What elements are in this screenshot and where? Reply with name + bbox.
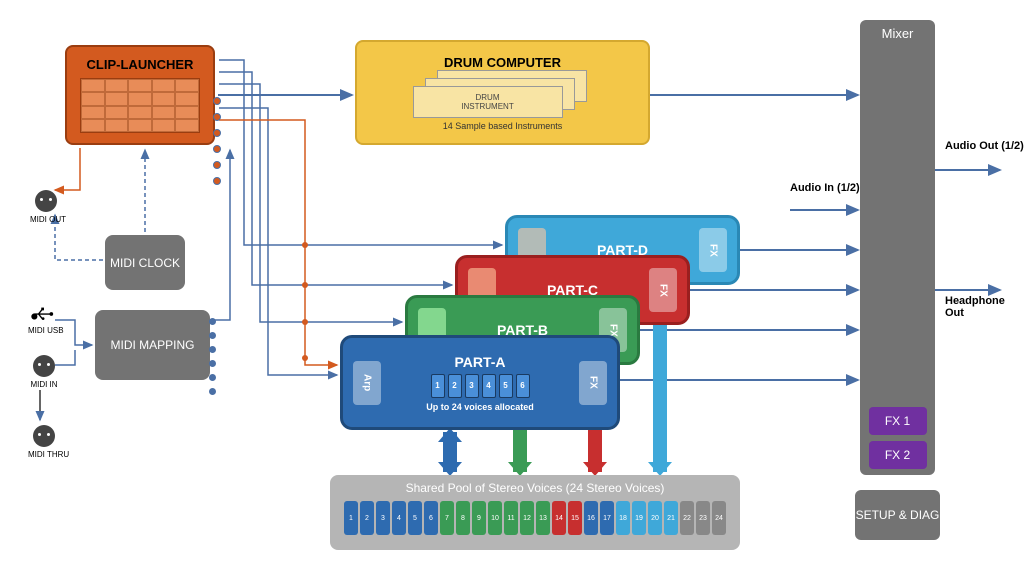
voice-cell: 5 — [408, 501, 422, 535]
fx-box: FX — [649, 268, 677, 312]
clip-launcher-block: CLIP-LAUNCHER — [65, 45, 215, 145]
midi-thru-port: MIDI THRU — [28, 425, 60, 459]
clip-grid — [80, 78, 200, 133]
mixer-title: Mixer — [882, 26, 914, 41]
audio-out-label: Audio Out (1/2) — [945, 140, 1024, 152]
voice-cell: 3 — [376, 501, 390, 535]
voice-cell: 10 — [488, 501, 502, 535]
mixer-block: Mixer FX 1 FX 2 — [860, 20, 935, 475]
fx-box: FX — [699, 228, 727, 272]
voice-cell: 17 — [600, 501, 614, 535]
voice-pool-block: Shared Pool of Stereo Voices (24 Stereo … — [330, 475, 740, 550]
fx-box: FX — [579, 361, 607, 405]
drum-instrument-stack: DRUM DRUM DRUMINSTRUMENT — [413, 74, 593, 119]
mapping-output-dots — [209, 318, 216, 395]
drum-card: DRUMINSTRUMENT — [413, 86, 563, 118]
voice-cell: 6 — [424, 501, 438, 535]
voice-cell: 18 — [616, 501, 630, 535]
voice-cell: 7 — [440, 501, 454, 535]
part-a-voice-slots: 12 34 56 — [431, 374, 530, 398]
arp-box: Arp — [353, 361, 381, 405]
midi-mapping-block: MIDI MAPPING — [95, 310, 210, 380]
mixer-fx2: FX 2 — [869, 441, 927, 469]
midi-usb-port: MIDI USB — [28, 305, 60, 335]
midi-out-port: MIDI OUT — [30, 190, 62, 224]
midi-in-label: MIDI IN — [28, 380, 60, 389]
midi-in-port: MIDI IN — [28, 355, 60, 389]
drum-subtitle: 14 Sample based Instruments — [443, 121, 563, 131]
midi-thru-label: MIDI THRU — [28, 450, 60, 459]
audio-in-label: Audio In (1/2) — [790, 182, 860, 194]
midi-clock-block: MIDI CLOCK — [105, 235, 185, 290]
voice-cell: 11 — [504, 501, 518, 535]
voice-cell: 22 — [680, 501, 694, 535]
din-icon — [35, 190, 57, 212]
voice-pool-cells: 123456789101112131415161718192021222324 — [344, 501, 726, 535]
din-icon — [33, 425, 55, 447]
drum-title: DRUM COMPUTER — [444, 55, 561, 70]
voice-cell: 8 — [456, 501, 470, 535]
voice-cell: 20 — [648, 501, 662, 535]
clip-launcher-title: CLIP-LAUNCHER — [87, 57, 194, 72]
launcher-output-dots — [213, 97, 221, 185]
voice-cell: 21 — [664, 501, 678, 535]
midi-mapping-label: MIDI MAPPING — [110, 338, 194, 352]
midi-clock-label: MIDI CLOCK — [110, 256, 180, 270]
voice-cell: 16 — [584, 501, 598, 535]
setup-diag-block: SETUP & DIAG — [855, 490, 940, 540]
voice-cell: 4 — [392, 501, 406, 535]
voice-cell: 12 — [520, 501, 534, 535]
voice-cell: 2 — [360, 501, 374, 535]
setup-label: SETUP & DIAG — [856, 508, 940, 522]
voice-cell: 14 — [552, 501, 566, 535]
headphone-out-label: Headphone Out — [945, 295, 1024, 319]
part-a-block: Arp PART-A 12 34 56 Up to 24 voices allo… — [340, 335, 620, 430]
voice-pool-title: Shared Pool of Stereo Voices (24 Stereo … — [406, 481, 665, 495]
midi-out-label: MIDI OUT — [30, 215, 62, 224]
midi-usb-label: MIDI USB — [28, 326, 60, 335]
voice-cell: 15 — [568, 501, 582, 535]
voice-cell: 9 — [472, 501, 486, 535]
drum-computer-block: DRUM COMPUTER DRUM DRUM DRUMINSTRUMENT 1… — [355, 40, 650, 145]
usb-icon — [33, 305, 55, 323]
voice-cell: 19 — [632, 501, 646, 535]
din-icon — [33, 355, 55, 377]
voice-cell: 23 — [696, 501, 710, 535]
voice-cell: 1 — [344, 501, 358, 535]
voice-cell: 24 — [712, 501, 726, 535]
mixer-fx1: FX 1 — [869, 407, 927, 435]
part-a-label: PART-A — [454, 354, 505, 370]
voice-cell: 13 — [536, 501, 550, 535]
part-a-subtitle: Up to 24 voices allocated — [426, 402, 534, 412]
